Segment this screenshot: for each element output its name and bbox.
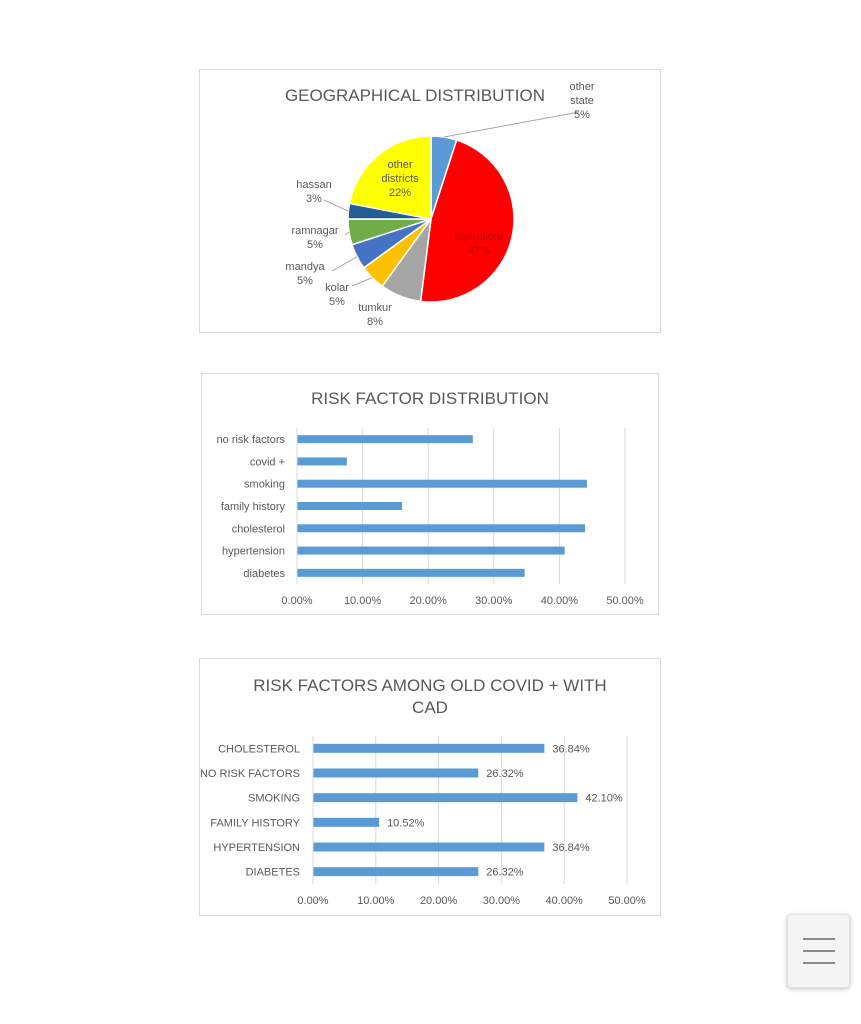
slice-label: tumkur <box>358 302 392 314</box>
category-label: SMOKING <box>248 793 300 805</box>
category-label: hypertension <box>222 546 285 558</box>
bar <box>297 479 587 488</box>
slice-label: 3% <box>306 193 322 205</box>
data-label: 36.84% <box>552 743 590 755</box>
x-tick-label: 40.00% <box>541 595 579 607</box>
data-label: 36.84% <box>552 842 590 854</box>
slice-label: mandya <box>285 261 325 273</box>
category-label: DIABETES <box>246 867 300 879</box>
data-label: 10.52% <box>387 817 425 829</box>
hamburger-line <box>803 950 835 952</box>
slice-label: hassan <box>296 179 331 191</box>
slice-label: 5% <box>329 296 345 308</box>
menu-button[interactable] <box>787 914 850 988</box>
category-label: HYPERTENSION <box>213 842 300 854</box>
category-label: no risk factors <box>217 434 286 446</box>
category-label: NO RISK FACTORS <box>200 768 300 780</box>
slice-label: 5% <box>574 109 590 121</box>
bar <box>297 502 402 510</box>
category-label: diabetes <box>243 568 285 580</box>
hamburger-line <box>803 962 835 964</box>
data-label: 42.10% <box>585 793 623 805</box>
slice-label: 47% <box>468 245 490 257</box>
x-tick-label: 0.00% <box>281 595 312 607</box>
bar <box>313 793 578 803</box>
x-tick-label: 10.00% <box>344 595 382 607</box>
bar-chart-svg: 0.00% 10.00% 20.00% 30.00% 40.00% 50.00% no ri… <box>217 428 644 607</box>
slice-label: other <box>387 159 412 171</box>
slice-label: state <box>570 95 594 107</box>
slice-label: 5% <box>297 275 313 287</box>
x-tick-label: 50.00% <box>608 895 646 907</box>
bar <box>313 768 479 778</box>
geographical-distribution-chart: GEOGRAPHICAL DISTRIBUTION other state 5% ba… <box>199 69 661 333</box>
data-label: 26.32% <box>486 768 524 780</box>
slice-label: bangalore <box>455 231 504 243</box>
category-label: covid + <box>250 456 285 468</box>
slice-label: other <box>569 81 594 93</box>
bar <box>313 867 479 877</box>
chart-title: RISK FACTORS AMONG OLD COVID + WITH CAD <box>253 676 607 717</box>
x-tick-label: 10.00% <box>357 895 395 907</box>
leader-line <box>443 111 580 138</box>
leader-line <box>331 256 358 272</box>
hamburger-line <box>803 938 835 940</box>
x-tick-label: 50.00% <box>606 595 644 607</box>
x-tick-label: 20.00% <box>420 895 458 907</box>
category-label: cholesterol <box>232 523 285 535</box>
slice-label: 22% <box>389 187 411 199</box>
bar <box>297 546 565 555</box>
x-tick-label: 40.00% <box>546 895 584 907</box>
leader-line <box>323 199 349 212</box>
risk-factors-old-covid-cad-chart: RISK FACTORS AMONG OLD COVID + WITH CAD … <box>199 658 661 916</box>
category-label: CHOLESTEROL <box>218 743 300 755</box>
leader-line <box>351 277 373 287</box>
slice-label: 8% <box>367 316 383 328</box>
pie-chart-svg: other state 5% bangalore 47% tumkur 8% kolar 5% m… <box>285 81 594 328</box>
leader-line <box>344 231 350 236</box>
bar <box>297 435 473 444</box>
x-tick-label: 30.00% <box>475 595 513 607</box>
chart-title: GEOGRAPHICAL DISTRIBUTION <box>284 86 546 105</box>
slice-label: 5% <box>307 239 323 251</box>
pie-slice <box>419 139 515 303</box>
category-label: family history <box>221 501 286 513</box>
bar <box>313 817 380 827</box>
pie-slice <box>348 135 432 220</box>
category-label: FAMILY HISTORY <box>210 817 300 829</box>
slice-label: kolar <box>325 282 349 294</box>
slice-label: ramnagar <box>291 225 338 237</box>
risk-factor-distribution-chart: RISK FACTOR DISTRIBUTION 0.00% 10.00% 20.0… <box>201 373 659 615</box>
data-label: 26.32% <box>486 867 524 879</box>
slice-label: districts <box>381 173 419 185</box>
bar <box>297 457 347 466</box>
x-tick-label: 20.00% <box>410 595 448 607</box>
x-tick-label: 0.00% <box>297 895 328 907</box>
bar-chart-svg: 0.00% 10.00% 20.00% 30.00% 40.00% 50.00% CHOLE… <box>200 736 646 907</box>
x-tick-label: 30.00% <box>483 895 521 907</box>
chart-title: RISK FACTOR DISTRIBUTION <box>311 389 549 408</box>
bar <box>297 524 585 533</box>
bar <box>297 568 525 577</box>
bar <box>313 842 545 852</box>
bar <box>313 743 545 753</box>
category-label: smoking <box>244 479 285 491</box>
